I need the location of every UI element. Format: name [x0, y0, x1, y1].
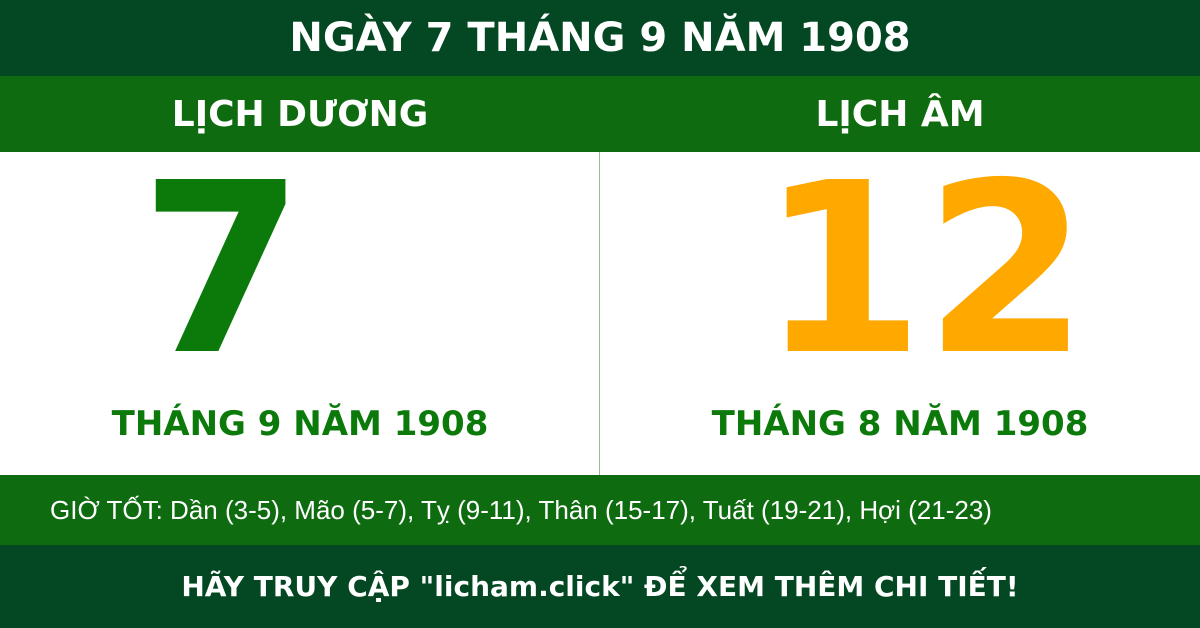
lunar-heading: LỊCH ÂM [815, 93, 985, 135]
solar-heading: LỊCH DƯƠNG [171, 93, 429, 135]
lunar-panel: 12 THÁNG 8 NĂM 1908 [600, 152, 1200, 475]
solar-panel: 7 THÁNG 9 NĂM 1908 [0, 152, 600, 475]
page-title: NGÀY 7 THÁNG 9 NĂM 1908 [0, 0, 1200, 76]
lunar-month-year: THÁNG 8 NĂM 1908 [711, 404, 1089, 444]
calendar-headers: LỊCH DƯƠNG LỊCH ÂM [0, 76, 1200, 152]
solar-day: 7 [140, 152, 305, 407]
solar-month-year: THÁNG 9 NĂM 1908 [111, 404, 489, 444]
good-hours: GIỜ TỐT: Dần (3-5), Mão (5-7), Tỵ (9-11)… [0, 475, 1200, 545]
lunar-day: 12 [760, 152, 1089, 407]
calendar-panels: 7 THÁNG 9 NĂM 1908 12 THÁNG 8 NĂM 1908 [0, 152, 1200, 475]
footer-cta: HÃY TRUY CẬP "licham.click" ĐỂ XEM THÊM … [0, 545, 1200, 628]
